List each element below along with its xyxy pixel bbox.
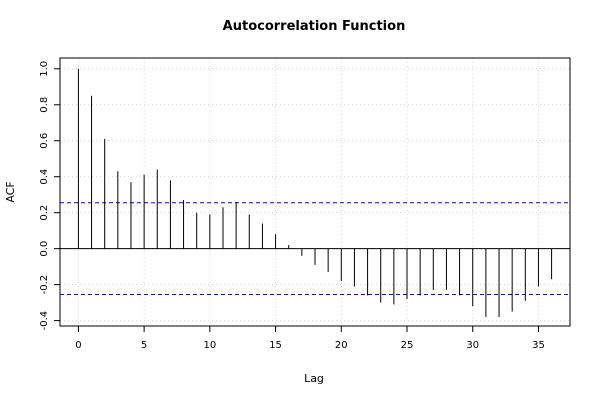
y-tick-label: 0.0 [39,241,50,257]
confidence-band [60,202,570,296]
plot-frame [59,57,571,327]
x-tick-label: 30 [466,340,479,351]
chart-title: Autocorrelation Function [223,19,406,34]
y-tick-label: 0.4 [39,169,50,185]
grid [60,58,570,326]
x-tick-label: 10 [203,340,216,351]
x-tick-label: 35 [532,340,545,351]
y-tick-label: -0.2 [39,275,50,295]
x-tick-label: 20 [335,340,348,351]
x-axis-label: Lag [304,372,324,385]
x-tick-label: 25 [401,340,414,351]
y-tick-label: 1.0 [39,61,50,77]
acf-bars [60,68,570,318]
x-tick-label: 5 [141,340,147,351]
x-tick-label: 15 [269,340,282,351]
y-tick-label: -0.4 [39,311,50,331]
x-tick-label: 0 [75,340,81,351]
y-tick-label: 0.8 [39,97,50,113]
y-tick-label: 0.2 [39,205,50,221]
y-tick-label: 0.6 [39,133,50,149]
y-axis-label: ACF [4,181,17,202]
